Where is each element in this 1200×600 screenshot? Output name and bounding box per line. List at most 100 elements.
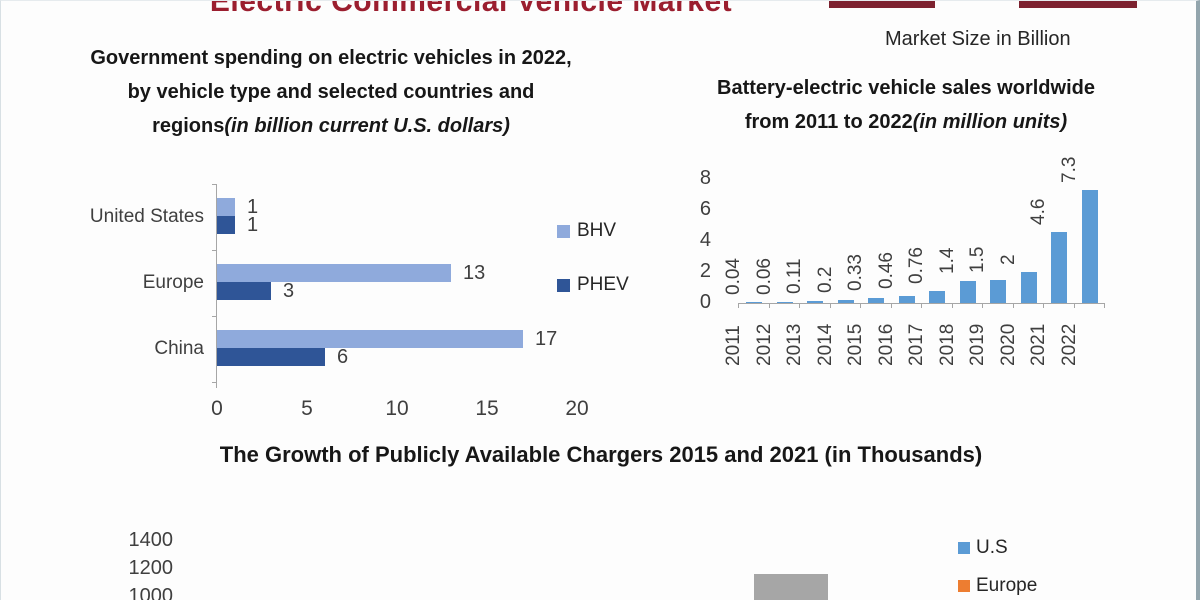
legend-swatch-us	[958, 542, 970, 554]
bar-value-label: 1.5	[967, 246, 988, 273]
bev-x-tick-label: 2019	[967, 323, 988, 366]
bev-x-tick-label: 2021	[1028, 323, 1049, 366]
bev-sales-chart-title: Battery-electric vehicle sales worldwide…	[696, 71, 1116, 139]
bev-axis-tick	[951, 303, 953, 308]
gov-axis-tick	[212, 316, 217, 317]
bar-value-label: 3	[283, 280, 295, 302]
chargers-y-tick-label: 1000	[128, 585, 174, 600]
bar-value-label: 6	[337, 346, 349, 368]
gov-x-tick-label: 10	[385, 397, 409, 420]
bar-bev-2022	[1081, 189, 1098, 303]
gov-axis-tick	[212, 184, 217, 185]
legend-label-bhv: BHV	[577, 220, 617, 241]
gov-axis-tick	[212, 250, 217, 251]
bar-value-label: 0.76	[906, 247, 927, 285]
bar-bev-2017	[929, 291, 945, 303]
bev-y-tick-label: 8	[699, 167, 711, 189]
gov-y-axis-line	[216, 184, 217, 388]
bev-sales-chart-title-main: Battery-electric vehicle sales worldwide…	[717, 77, 1095, 133]
bev-axis-tick	[829, 303, 831, 308]
bev-axis-tick	[860, 303, 861, 308]
category-label-united-states: United States	[89, 206, 204, 227]
bev-x-tick-label: 2017	[906, 323, 927, 366]
gov-x-tick-label: 20	[565, 397, 589, 420]
bar-value-label: 2	[997, 254, 1019, 265]
category-label-china: China	[154, 338, 204, 359]
bev-axis-tick	[1012, 303, 1014, 308]
chargers-y-tick-label: 1400	[128, 529, 174, 551]
bar-bev-2018	[959, 281, 976, 303]
gov-spending-chart-title: Government spending on electric vehicles…	[86, 41, 576, 143]
bar-bhv-united-states	[217, 198, 235, 216]
bar-bev-2015	[868, 297, 884, 303]
gov-x-tick-label: 5	[301, 397, 313, 420]
gov-spending-chart-title-main: Government spending on electric vehicles…	[90, 47, 572, 137]
bev-y-tick-label: 4	[699, 229, 711, 251]
chargers-partial-bar	[754, 574, 828, 600]
chargers-y-tick-label: 1200	[128, 557, 174, 579]
legend-swatch-phev	[557, 279, 570, 292]
bar-bev-2021	[1051, 231, 1067, 303]
category-label-europe: Europe	[142, 272, 204, 293]
bar-bhv-europe	[217, 264, 451, 282]
bar-value-label: 0.11	[784, 258, 805, 295]
legend-swatch-europe	[958, 580, 970, 592]
bev-x-tick-label: 2020	[997, 323, 1019, 366]
bar-value-label: 1	[247, 196, 259, 218]
chargers-chart-title: The Growth of Publicly Available Charger…	[219, 442, 983, 467]
bev-y-tick-label: 2	[699, 260, 711, 282]
bar-value-label: 0.04	[723, 257, 744, 295]
bar-bhv-china	[217, 330, 523, 348]
gov-axis-tick	[212, 382, 217, 383]
bar-bev-2020	[1020, 272, 1037, 303]
bev-axis-tick	[1073, 303, 1075, 308]
bar-phev-china	[217, 348, 325, 366]
bev-axis-tick	[921, 303, 922, 308]
bar-bev-2013	[807, 301, 823, 303]
bar-value-label: 0.46	[875, 251, 897, 289]
bar-value-label: 0.2	[814, 266, 836, 293]
bev-x-tick-label: 2022	[1058, 323, 1080, 366]
legend-label-europe: Europe	[976, 575, 1038, 596]
bar-bev-2011	[746, 301, 762, 303]
bev-axis-tick	[982, 303, 983, 308]
bar-value-label: 17	[535, 328, 558, 350]
gov-x-tick-label: 0	[211, 397, 223, 420]
bev-x-tick-label: 2011	[723, 325, 744, 366]
bar-value-label: 7.3	[1058, 156, 1080, 183]
gov-spending-chart-title-note: (in billion current U.S. dollars)	[224, 115, 510, 137]
bar-bev-2012	[776, 301, 793, 303]
bar-phev-europe	[217, 282, 271, 300]
bev-axis-tick	[1104, 303, 1105, 308]
bev-x-tick-label: 2013	[784, 323, 805, 366]
bar-bev-2014	[837, 299, 854, 303]
bar-value-label: 0.06	[753, 257, 775, 295]
bev-axis-tick	[890, 303, 892, 308]
bev-sales-chart-title-note: (in million units)	[912, 111, 1068, 133]
bev-y-tick-label: 6	[699, 198, 711, 220]
bar-value-label: 0.33	[845, 253, 866, 291]
market-size-label: Market Size in Billion	[885, 28, 1071, 50]
bev-x-tick-label: 2015	[845, 323, 866, 366]
bev-x-tick-label: 2018	[936, 323, 958, 366]
legend-label-us: U.S	[976, 537, 1008, 558]
bar-phev-united-states	[217, 216, 235, 234]
bar-value-label: 1.4	[936, 247, 958, 275]
bev-axis-tick	[768, 303, 770, 308]
bar-value-label: 1	[247, 214, 259, 236]
legend-swatch-bhv	[557, 225, 570, 238]
page-title: Electric Commercial Vehicle Market	[209, 0, 733, 18]
bev-x-tick-label: 2014	[814, 323, 836, 366]
cutoff-header-bar-left	[829, 1, 935, 8]
bar-bev-2016	[898, 295, 915, 303]
bar-value-label: 4.6	[1028, 198, 1049, 225]
bev-y-tick-label: 0	[699, 291, 711, 313]
bev-axis-tick	[799, 303, 800, 308]
cutoff-header-bar-right	[1019, 1, 1137, 8]
bev-axis-tick	[738, 303, 739, 308]
gov-x-tick-label: 15	[475, 397, 499, 420]
legend-label-phev: PHEV	[577, 274, 629, 295]
bev-x-tick-label: 2016	[875, 323, 897, 366]
bev-axis-tick	[1043, 303, 1044, 308]
